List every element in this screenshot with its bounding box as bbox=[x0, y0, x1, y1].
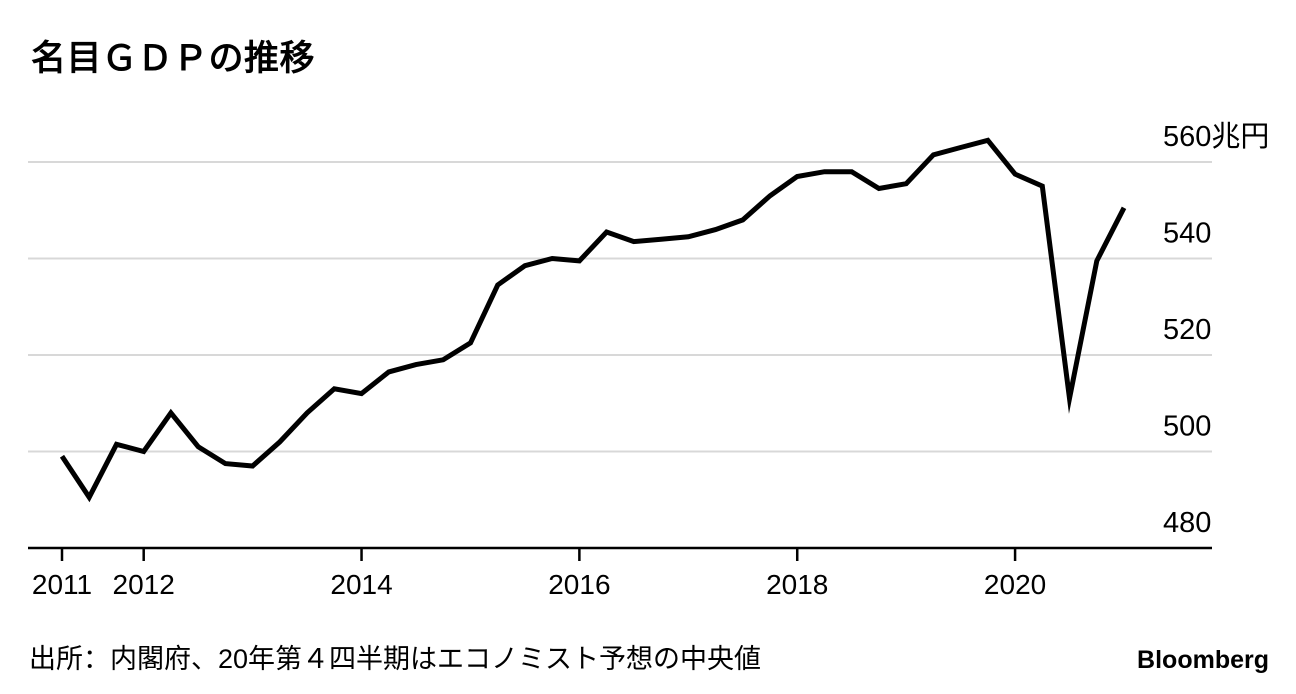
source-note: 出所：内閣府、20年第４四半期はエコノミスト予想の中央値 bbox=[29, 644, 762, 674]
y-tick-label: 500 bbox=[1163, 411, 1211, 443]
y-tick-label: 480 bbox=[1163, 507, 1211, 539]
gdp-line-series bbox=[59, 137, 1127, 503]
chart-title: 名目ＧＤＰの推移 bbox=[31, 39, 316, 78]
chart-footer: 出所：内閣府、20年第４四半期はエコノミスト予想の中央値 Bloomberg bbox=[0, 634, 1296, 694]
x-tick-label: 2020 bbox=[984, 569, 1046, 600]
x-tick-label: 2016 bbox=[548, 569, 610, 600]
x-tick-label: 2014 bbox=[330, 569, 392, 600]
x-tick-label: 2011 bbox=[32, 569, 92, 600]
y-tick-label: 540 bbox=[1163, 218, 1211, 250]
x-tick-label: 2012 bbox=[113, 569, 175, 600]
y-tick-label: 520 bbox=[1163, 314, 1211, 346]
x-tick-label: 2018 bbox=[766, 569, 828, 600]
bloomberg-logo: Bloomberg bbox=[1137, 646, 1269, 674]
y-tick-label: 560兆円 bbox=[1163, 121, 1269, 153]
